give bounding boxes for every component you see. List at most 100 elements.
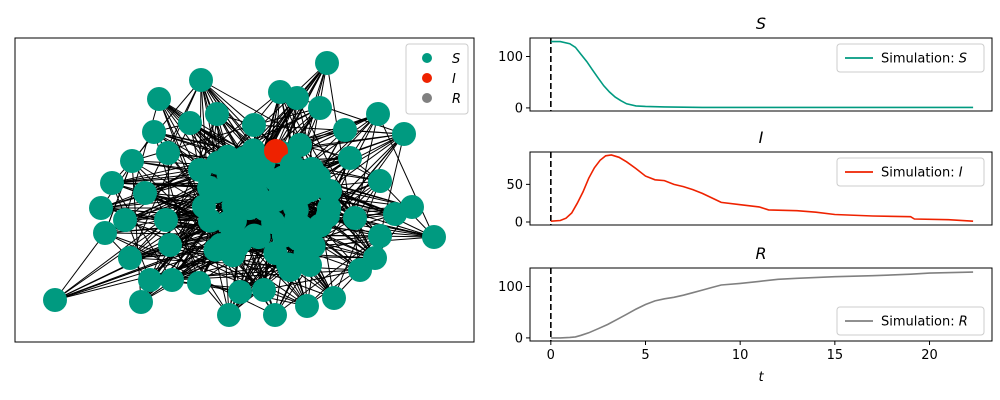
network-edge bbox=[306, 235, 381, 307]
network-node-s bbox=[333, 118, 357, 142]
panel-r: R 0 100 0 5 10 15 20 t Simulation: R bbox=[498, 244, 993, 385]
network-edge bbox=[279, 91, 313, 170]
y-tick-label: 100 bbox=[498, 280, 523, 295]
network-node-s bbox=[203, 237, 228, 262]
panel-frame-r bbox=[529, 267, 993, 342]
network-node-s bbox=[252, 278, 276, 302]
network-edge bbox=[377, 113, 435, 238]
network-edge bbox=[111, 182, 151, 281]
x-tick-label: 10 bbox=[732, 348, 749, 363]
network-node-s bbox=[322, 286, 346, 310]
legend-label-r: Simulation: R bbox=[881, 315, 968, 330]
network-node-s bbox=[217, 303, 241, 327]
network-edge bbox=[131, 124, 255, 162]
x-tick-label: 20 bbox=[921, 348, 938, 363]
legend-box-s bbox=[836, 43, 985, 73]
network-node-s bbox=[300, 156, 325, 181]
network-node-s bbox=[138, 268, 162, 292]
network-node-s bbox=[206, 150, 231, 175]
network-node-s bbox=[308, 213, 333, 238]
legend-label-i: Simulation: I bbox=[881, 166, 963, 181]
network-legend: S I R bbox=[405, 43, 469, 115]
network-node-s bbox=[133, 181, 157, 205]
legend-marker-i bbox=[422, 73, 432, 83]
network-edge bbox=[333, 180, 381, 299]
network-node-s bbox=[187, 271, 211, 295]
legend-box-r bbox=[836, 306, 985, 336]
series-line-r bbox=[550, 271, 974, 339]
network-node-s bbox=[275, 175, 300, 200]
network-edge bbox=[169, 244, 265, 291]
series-line-i bbox=[550, 154, 974, 222]
network-node-s bbox=[147, 87, 171, 111]
network-node-s bbox=[288, 133, 312, 157]
network-node-s bbox=[158, 233, 182, 257]
panel-i: I 0 50 Simulation: I bbox=[506, 128, 993, 230]
network-plot: S I R bbox=[14, 37, 475, 343]
network-node-s bbox=[43, 288, 67, 312]
x-axis-label: t bbox=[758, 370, 764, 385]
network-edge bbox=[124, 219, 308, 307]
x-tick-label: 15 bbox=[827, 348, 844, 363]
network-node-s bbox=[308, 96, 332, 120]
network-node-s bbox=[263, 241, 288, 266]
network-node-s bbox=[120, 149, 144, 173]
network-node-s bbox=[422, 225, 446, 249]
y-tick-label: 50 bbox=[506, 178, 523, 193]
legend-label-r: R bbox=[452, 92, 461, 107]
network-node-s bbox=[100, 171, 124, 195]
panel-title-s: S bbox=[756, 14, 766, 33]
network-node-s bbox=[113, 208, 137, 232]
panel-s: S 0 100 Simulation: S bbox=[498, 14, 993, 116]
network-node-s bbox=[160, 268, 184, 292]
network-node-s bbox=[118, 246, 142, 270]
legend-label-s: S bbox=[452, 52, 460, 67]
network-node-s bbox=[263, 303, 287, 327]
network-node-s bbox=[383, 202, 407, 226]
network-node-s bbox=[284, 198, 309, 223]
network-edge bbox=[104, 160, 133, 234]
series-line-s bbox=[550, 40, 974, 109]
network-node-s bbox=[285, 86, 309, 110]
network-node-s bbox=[368, 169, 392, 193]
network-node-s bbox=[198, 208, 223, 233]
network-node-s bbox=[178, 111, 202, 135]
network-node-s bbox=[156, 141, 180, 165]
network-edge bbox=[328, 133, 405, 210]
network-node-s bbox=[228, 280, 252, 304]
network-node-s bbox=[129, 290, 153, 314]
panel-frame-i bbox=[529, 151, 993, 226]
network-node-s bbox=[301, 233, 326, 258]
legend-label-s: Simulation: S bbox=[881, 52, 967, 67]
network-node-s bbox=[363, 246, 387, 270]
network-node-s bbox=[89, 196, 113, 220]
y-tick-label: 0 bbox=[515, 331, 523, 346]
network-node-s bbox=[343, 206, 367, 230]
network-node-s bbox=[197, 175, 222, 200]
y-tick-label: 0 bbox=[515, 101, 523, 116]
network-node-s bbox=[392, 122, 416, 146]
network-frame bbox=[14, 37, 475, 343]
panel-frame-s bbox=[529, 37, 993, 112]
network-node-s bbox=[280, 153, 304, 177]
network-node-s bbox=[93, 221, 117, 245]
network-node-s bbox=[205, 102, 229, 126]
network-node-s bbox=[250, 158, 274, 182]
panel-title-r: R bbox=[755, 244, 766, 263]
x-tick-label: 0 bbox=[547, 348, 555, 363]
y-tick-label: 100 bbox=[498, 50, 523, 65]
network-node-s bbox=[315, 51, 339, 75]
network-node-s bbox=[242, 113, 266, 137]
network-legend-box bbox=[405, 43, 469, 115]
network-node-s bbox=[368, 224, 392, 248]
x-tick-label: 5 bbox=[641, 348, 649, 363]
network-node-s bbox=[246, 225, 271, 250]
network-node-s bbox=[237, 196, 262, 221]
network-edge bbox=[227, 62, 328, 158]
time-series-panels: S 0 100 Simulation: S I 0 50 Simulation: I R 0 100… bbox=[498, 14, 993, 385]
network-edge bbox=[263, 269, 361, 291]
network-node-s bbox=[142, 120, 166, 144]
panel-title-i: I bbox=[759, 128, 764, 147]
legend-box-i bbox=[836, 157, 985, 187]
